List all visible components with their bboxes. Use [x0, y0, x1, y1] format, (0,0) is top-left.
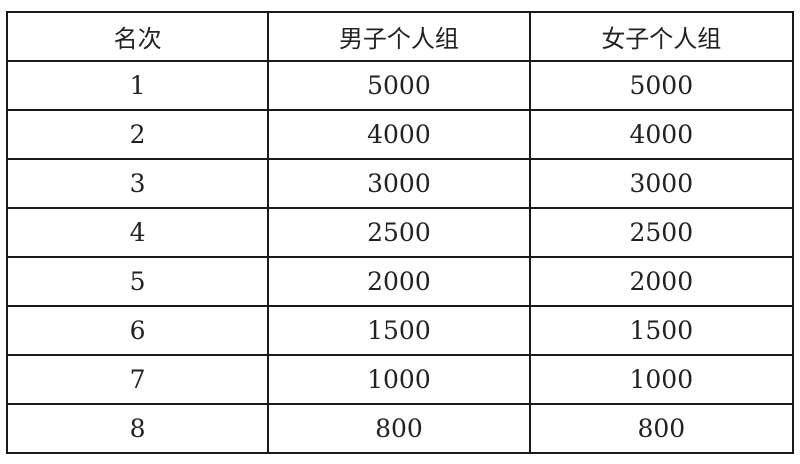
- women-cell: 1000: [528, 354, 795, 405]
- women-cell: 1500: [528, 305, 795, 356]
- rank-cell: 3: [5, 158, 270, 209]
- rank-cell: 7: [5, 354, 270, 405]
- header-row: 名次 男子个人组 女子个人组: [5, 11, 795, 62]
- men-cell: 1000: [267, 354, 531, 405]
- men-cell: 1500: [267, 305, 531, 356]
- men-cell: 3000: [267, 158, 531, 209]
- table-row: 6 1500 1500: [5, 305, 795, 356]
- women-cell: 5000: [528, 60, 795, 111]
- rank-cell: 6: [5, 305, 270, 356]
- prize-table: 名次 男子个人组 女子个人组 1 5000 5000 2 4000 4000 3 3000 30…: [5, 11, 795, 454]
- header-rank: 名次: [5, 11, 270, 62]
- table-row: 5 2000 2000: [5, 256, 795, 307]
- women-cell: 2000: [528, 256, 795, 307]
- header-women: 女子个人组: [528, 11, 795, 62]
- men-cell: 4000: [267, 109, 531, 160]
- rank-cell: 4: [5, 207, 270, 258]
- women-cell: 4000: [528, 109, 795, 160]
- rank-cell: 2: [5, 109, 270, 160]
- table-row: 7 1000 1000: [5, 354, 795, 405]
- rank-cell: 8: [5, 403, 270, 454]
- table-row: 8 800 800: [5, 403, 795, 454]
- women-cell: 2500: [528, 207, 795, 258]
- table-row: 2 4000 4000: [5, 109, 795, 160]
- table-row: 4 2500 2500: [5, 207, 795, 258]
- rank-cell: 1: [5, 60, 270, 111]
- women-cell: 800: [528, 403, 795, 454]
- rank-cell: 5: [5, 256, 270, 307]
- table-row: 3 3000 3000: [5, 158, 795, 209]
- men-cell: 800: [267, 403, 531, 454]
- men-cell: 2000: [267, 256, 531, 307]
- table-row: 1 5000 5000: [5, 60, 795, 111]
- header-men: 男子个人组: [267, 11, 531, 62]
- men-cell: 2500: [267, 207, 531, 258]
- men-cell: 5000: [267, 60, 531, 111]
- women-cell: 3000: [528, 158, 795, 209]
